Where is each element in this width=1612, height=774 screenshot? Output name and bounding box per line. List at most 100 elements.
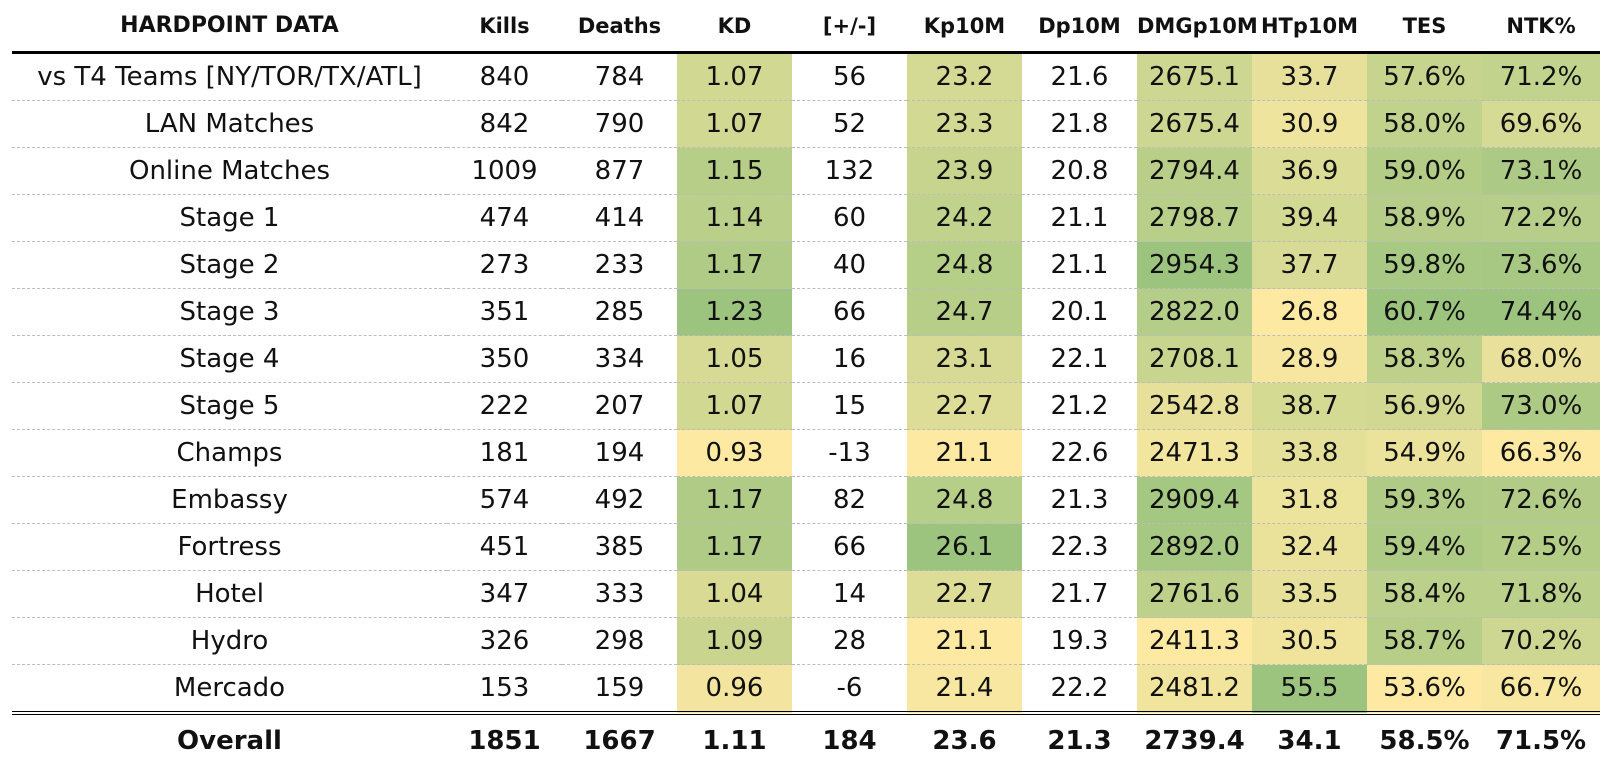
cell-kp10m: 21.1: [907, 617, 1022, 665]
cell-deaths: 159: [562, 664, 677, 715]
cell-kd: 1.07: [677, 100, 792, 148]
cell-dp10m: 21.3: [1022, 476, 1137, 524]
cell-kp10m: 24.8: [907, 476, 1022, 524]
cell-kp10m: 22.7: [907, 382, 1022, 430]
cell-deaths: 285: [562, 288, 677, 336]
cell-ntk: 69.6%: [1482, 100, 1600, 148]
cell-dmgp10m: 2542.8: [1137, 382, 1252, 430]
cell-: 60: [792, 194, 907, 242]
table-row-mercado: Mercado 153 159 0.96 -6 21.4 22.2 2481.2 55.5 53.…: [12, 664, 1600, 715]
cell-kp10m: 26.1: [907, 523, 1022, 571]
cell-htp10m: 55.5: [1252, 664, 1367, 715]
cell-tes: 59.8%: [1367, 241, 1482, 289]
cell-kills: 840: [447, 52, 562, 101]
cell-kd: 0.96: [677, 664, 792, 715]
cell-htp10m: 33.7: [1252, 52, 1367, 101]
cell-kd: 1.04: [677, 570, 792, 618]
cell-: 66: [792, 523, 907, 571]
cell-kd: 1.14: [677, 194, 792, 242]
cell-tes: 59.3%: [1367, 476, 1482, 524]
column-header-kp10m: Kp10M: [907, 0, 1022, 54]
table-title: HARDPOINT DATA: [12, 0, 447, 54]
cell-deaths: 385: [562, 523, 677, 571]
column-header-tes: TES: [1367, 0, 1482, 54]
cell-ntk: 66.7%: [1482, 664, 1600, 715]
cell-tes: 58.9%: [1367, 194, 1482, 242]
cell-ntk: 68.0%: [1482, 335, 1600, 383]
cell-kd: 1.17: [677, 523, 792, 571]
cell-: 14: [792, 570, 907, 618]
overall-cell-tes: 58.5%: [1379, 725, 1470, 756]
cell-dmgp10m: 2675.1: [1137, 52, 1252, 101]
cell-dmgp10m: 2909.4: [1137, 476, 1252, 524]
cell-: 15: [792, 382, 907, 430]
cell-kills: 474: [447, 194, 562, 242]
overall-row: Overall 1851 1667 1.11 184 23.6 21.3 2739.4 34.1…: [12, 713, 1600, 766]
cell-deaths: 333: [562, 570, 677, 618]
overall-cell-kp10m: 23.6: [932, 725, 997, 756]
cell-tes: 54.9%: [1367, 429, 1482, 477]
cell-dp10m: 20.1: [1022, 288, 1137, 336]
cell-dp10m: 21.1: [1022, 194, 1137, 242]
row-label: Stage 2: [12, 241, 447, 289]
cell-ntk: 73.6%: [1482, 241, 1600, 289]
cell-kd: 1.07: [677, 382, 792, 430]
overall-cell-deaths: 1667: [583, 725, 656, 756]
overall-cell-dp10m: 21.3: [1047, 725, 1112, 756]
cell-kd: 0.93: [677, 429, 792, 477]
cell-kills: 181: [447, 429, 562, 477]
cell-htp10m: 30.9: [1252, 100, 1367, 148]
overall-cell-ntk: 71.5%: [1495, 725, 1587, 756]
table-row-vs-t4-teams-ny-tor-tx-atl: vs T4 Teams [NY/TOR/TX/ATL] 840 784 1.07 56 2…: [12, 52, 1600, 101]
cell-dp10m: 20.8: [1022, 147, 1137, 195]
hardpoint-data-table-container: HARDPOINT DATA Kills Deaths KD [+/-] Kp10M Dp…: [12, 0, 1600, 766]
table-row-hotel: Hotel 347 333 1.04 14 22.7 21.7 2761.6 33.5 58.4%…: [12, 570, 1600, 618]
cell-ntk: 73.1%: [1482, 147, 1600, 195]
table-row-stage-1: Stage 1 474 414 1.14 60 24.2 21.1 2798.7 39.4 58.…: [12, 194, 1600, 242]
cell-: 28: [792, 617, 907, 665]
cell-deaths: 414: [562, 194, 677, 242]
cell-kp10m: 21.4: [907, 664, 1022, 715]
cell-: 66: [792, 288, 907, 336]
cell-dmgp10m: 2471.3: [1137, 429, 1252, 477]
row-label: Stage 3: [12, 288, 447, 336]
cell-deaths: 298: [562, 617, 677, 665]
cell-dmgp10m: 2708.1: [1137, 335, 1252, 383]
row-label: Stage 5: [12, 382, 447, 430]
cell-ntk: 73.0%: [1482, 382, 1600, 430]
hardpoint-data-table: HARDPOINT DATA Kills Deaths KD [+/-] Kp10M Dp…: [12, 0, 1600, 766]
row-label: Mercado: [12, 664, 447, 715]
cell-dp10m: 21.7: [1022, 570, 1137, 618]
row-label: Hotel: [12, 570, 447, 618]
cell-tes: 59.0%: [1367, 147, 1482, 195]
cell-dmgp10m: 2411.3: [1137, 617, 1252, 665]
row-label: Online Matches: [12, 147, 447, 195]
row-label: Fortress: [12, 523, 447, 571]
cell-tes: 57.6%: [1367, 52, 1482, 101]
overall-cell-: 184: [822, 725, 877, 756]
cell-ntk: 71.8%: [1482, 570, 1600, 618]
cell-ntk: 72.5%: [1482, 523, 1600, 571]
cell-kills: 842: [447, 100, 562, 148]
cell-htp10m: 26.8: [1252, 288, 1367, 336]
table-row-hydro: Hydro 326 298 1.09 28 21.1 19.3 2411.3 30.5 58.7%…: [12, 617, 1600, 665]
cell-dp10m: 21.8: [1022, 100, 1137, 148]
cell-ntk: 74.4%: [1482, 288, 1600, 336]
cell-kp10m: 23.2: [907, 52, 1022, 101]
table-row-lan-matches: LAN Matches 842 790 1.07 52 23.3 21.8 2675.4 30.…: [12, 100, 1600, 148]
cell-kp10m: 24.2: [907, 194, 1022, 242]
cell-tes: 58.7%: [1367, 617, 1482, 665]
cell-kp10m: 23.1: [907, 335, 1022, 383]
cell-dp10m: 19.3: [1022, 617, 1137, 665]
cell-deaths: 334: [562, 335, 677, 383]
row-label: Stage 1: [12, 194, 447, 242]
cell-htp10m: 37.7: [1252, 241, 1367, 289]
cell-kp10m: 24.7: [907, 288, 1022, 336]
cell-dp10m: 21.1: [1022, 241, 1137, 289]
row-label: Champs: [12, 429, 447, 477]
cell-deaths: 207: [562, 382, 677, 430]
row-label: Embassy: [12, 476, 447, 524]
cell-deaths: 790: [562, 100, 677, 148]
cell-dmgp10m: 2892.0: [1137, 523, 1252, 571]
column-header-kills: Kills: [447, 0, 562, 54]
